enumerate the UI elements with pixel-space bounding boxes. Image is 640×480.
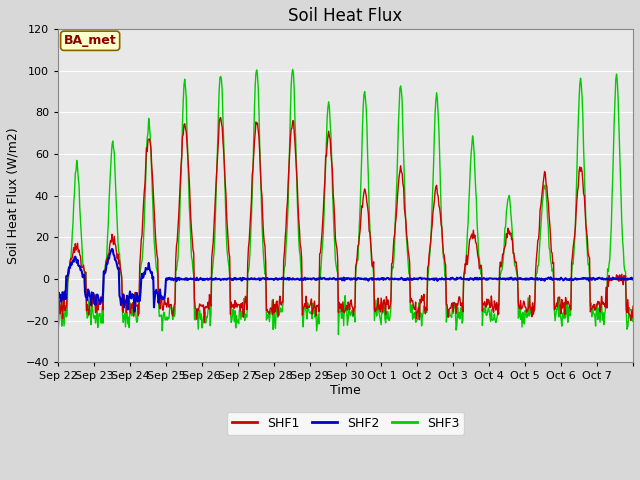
SHF2 [257, 276, 265, 282]
Y-axis label: Soil Heat Flux (W/m2): Soil Heat Flux (W/m2) [7, 127, 20, 264]
SHF3 [629, 307, 637, 313]
SHF1 [122, 297, 129, 303]
SHF1 [229, 303, 237, 309]
SHF3 [278, 309, 285, 315]
SHF3 [227, 320, 235, 325]
SHF3 [335, 332, 342, 337]
X-axis label: Time: Time [330, 384, 361, 397]
Text: BA_met: BA_met [64, 34, 116, 47]
SHF1 [200, 320, 208, 325]
SHF1 [257, 186, 265, 192]
SHF2 [439, 276, 447, 282]
SHF2 [131, 309, 138, 314]
SHF2 [279, 275, 287, 281]
SHF3 [256, 143, 264, 148]
SHF1 [406, 300, 414, 305]
SHF3 [122, 324, 129, 330]
Line: SHF1: SHF1 [58, 118, 633, 323]
SHF3 [406, 308, 414, 314]
SHF3 [439, 241, 447, 247]
SHF1 [54, 309, 62, 314]
SHF1 [629, 303, 637, 309]
SHF1 [439, 240, 447, 246]
SHF1 [279, 299, 287, 305]
SHF2 [229, 276, 237, 282]
Line: SHF2: SHF2 [58, 249, 633, 312]
SHF3 [54, 328, 62, 334]
Title: Soil Heat Flux: Soil Heat Flux [289, 7, 403, 25]
SHF2 [54, 296, 62, 301]
Legend: SHF1, SHF2, SHF3: SHF1, SHF2, SHF3 [227, 412, 464, 435]
SHF2 [122, 299, 130, 305]
SHF1 [217, 115, 225, 120]
SHF2 [406, 276, 414, 282]
SHF2 [108, 246, 116, 252]
Line: SHF3: SHF3 [58, 70, 633, 335]
SHF2 [629, 276, 637, 282]
SHF3 [289, 67, 296, 72]
